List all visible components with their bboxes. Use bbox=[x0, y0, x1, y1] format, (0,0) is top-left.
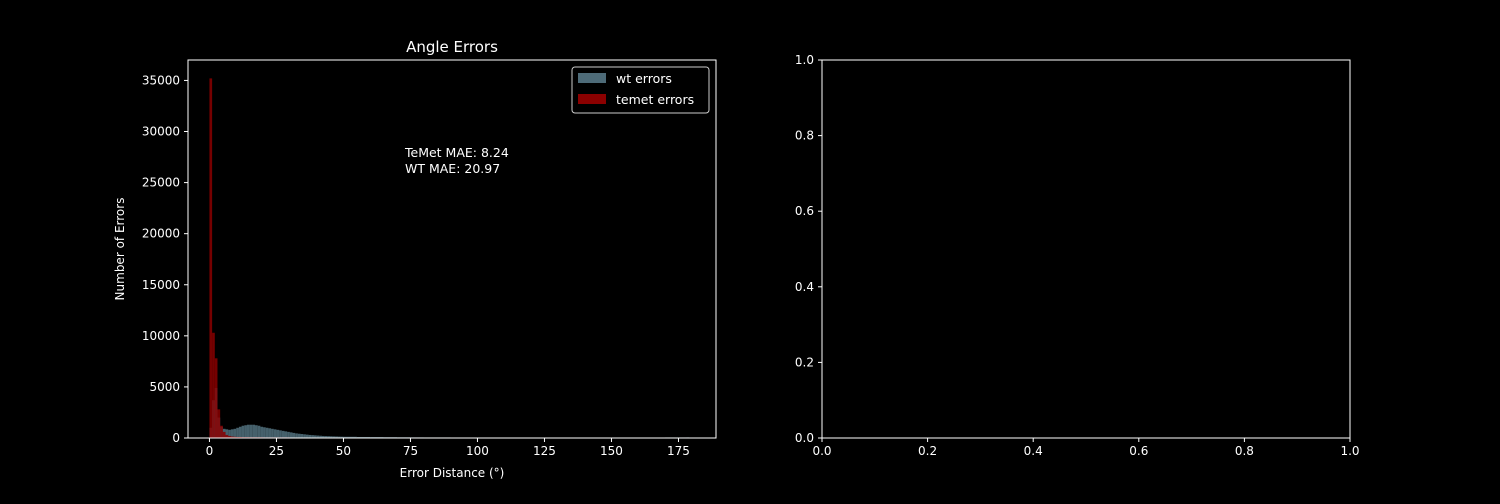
wt-errors-bar bbox=[276, 430, 279, 438]
legend-swatch-wt bbox=[578, 73, 606, 83]
y-tick-label: 25000 bbox=[142, 176, 180, 190]
temet-errors-bar bbox=[217, 409, 220, 438]
x-tick-label: 125 bbox=[533, 444, 556, 458]
wt-errors-bar bbox=[258, 426, 261, 438]
temet-mae-annotation: TeMet MAE: 8.24 bbox=[404, 145, 509, 160]
wt-errors-bar bbox=[255, 425, 258, 438]
x-tick-label: 0.0 bbox=[812, 444, 831, 458]
wt-errors-bar bbox=[244, 425, 247, 438]
y-tick-label: 30000 bbox=[142, 125, 180, 139]
x-tick-label: 0.8 bbox=[1235, 444, 1254, 458]
wt-errors-bar bbox=[279, 430, 282, 438]
wt-errors-bar bbox=[284, 431, 287, 438]
wt-errors-bar bbox=[242, 426, 245, 438]
legend-label-temet: temet errors bbox=[616, 92, 694, 107]
wt-errors-bar bbox=[293, 433, 296, 438]
wt-errors-bar bbox=[250, 425, 253, 438]
x-tick-label: 75 bbox=[403, 444, 418, 458]
wt-mae-annotation: WT MAE: 20.97 bbox=[405, 161, 500, 176]
wt-errors-bar bbox=[266, 428, 269, 438]
temet-errors-bar bbox=[209, 78, 212, 438]
wt-errors-bar bbox=[274, 429, 277, 438]
wt-errors-bar bbox=[295, 433, 298, 438]
wt-errors-bar bbox=[236, 428, 239, 438]
wt-errors-bar bbox=[263, 427, 266, 438]
x-tick-label: 0.2 bbox=[918, 444, 937, 458]
temet-errors-bar bbox=[215, 358, 218, 438]
legend-label-wt: wt errors bbox=[616, 71, 672, 86]
x-tick-label: 0.6 bbox=[1129, 444, 1148, 458]
y-tick-label: 0.6 bbox=[795, 204, 814, 218]
y-tick-label: 1.0 bbox=[795, 53, 814, 67]
x-tick-label: 0 bbox=[206, 444, 214, 458]
wt-errors-bar bbox=[268, 428, 271, 438]
chart-title: Angle Errors bbox=[406, 38, 498, 56]
temet-errors-bar bbox=[220, 426, 223, 438]
wt-errors-bar bbox=[247, 425, 250, 438]
x-tick-label: 150 bbox=[600, 444, 623, 458]
wt-errors-bar bbox=[252, 425, 255, 438]
y-tick-label: 0.0 bbox=[795, 431, 814, 445]
wt-errors-bar bbox=[290, 432, 293, 438]
wt-errors-bar bbox=[260, 427, 263, 438]
y-tick-label: 0 bbox=[172, 431, 180, 445]
y-tick-label: 0.4 bbox=[795, 280, 814, 294]
y-tick-label: 35000 bbox=[142, 73, 180, 87]
x-tick-label: 1.0 bbox=[1340, 444, 1359, 458]
x-tick-label: 175 bbox=[667, 444, 690, 458]
wt-errors-bar bbox=[298, 434, 301, 438]
y-tick-label: 15000 bbox=[142, 278, 180, 292]
wt-errors-bar bbox=[282, 431, 285, 438]
wt-errors-bar bbox=[303, 434, 306, 438]
x-axis-label: Error Distance (°) bbox=[400, 466, 505, 480]
x-tick-label: 0.4 bbox=[1024, 444, 1043, 458]
y-tick-label: 0.2 bbox=[795, 355, 814, 369]
wt-errors-bar bbox=[271, 429, 274, 438]
y-tick-label: 10000 bbox=[142, 329, 180, 343]
y-tick-label: 20000 bbox=[142, 227, 180, 241]
x-tick-label: 25 bbox=[269, 444, 284, 458]
x-tick-label: 50 bbox=[336, 444, 351, 458]
y-tick-label: 5000 bbox=[149, 380, 180, 394]
wt-errors-bar bbox=[234, 429, 237, 438]
legend-swatch-temet bbox=[578, 94, 606, 104]
legend: wt errors temet errors bbox=[572, 67, 709, 113]
y-axis-label: Number of Errors bbox=[113, 198, 127, 301]
temet-errors-bar bbox=[212, 333, 215, 438]
wt-errors-bar bbox=[287, 432, 290, 438]
wt-errors-bar bbox=[239, 427, 242, 438]
temet-errors-bar bbox=[223, 432, 226, 438]
y-tick-label: 0.8 bbox=[795, 129, 814, 143]
wt-errors-bar bbox=[301, 434, 304, 438]
x-tick-label: 100 bbox=[466, 444, 489, 458]
